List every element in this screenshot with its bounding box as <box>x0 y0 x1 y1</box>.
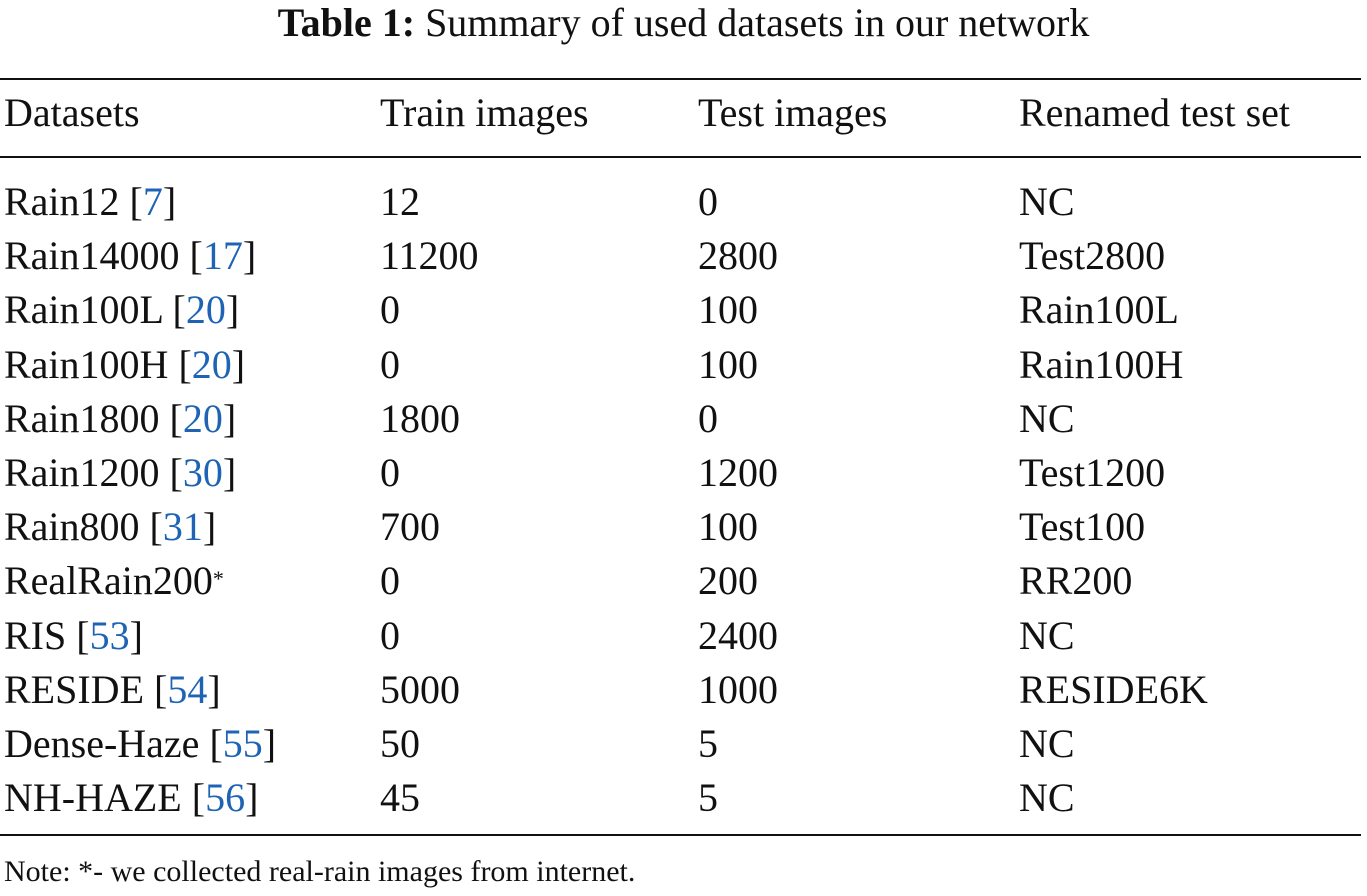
train-images-cell: 0 <box>380 450 400 495</box>
citation-link[interactable]: 30 <box>182 450 223 495</box>
renamed-test-set-cell: Rain100L <box>1019 287 1179 332</box>
renamed-test-set-cell: NC <box>1019 396 1075 441</box>
test-images-cell: 100 <box>698 342 758 387</box>
header-train-images: Train images <box>380 90 589 135</box>
dataset-name: Rain12 <box>4 179 120 224</box>
train-images-cell: 11200 <box>380 233 479 278</box>
dataset-name: RealRain200 <box>4 558 213 603</box>
dataset-name-cell: Rain1800 [20] <box>4 396 237 441</box>
table-caption-label: Table 1: <box>277 0 416 45</box>
renamed-test-set-cell: NC <box>1019 775 1075 820</box>
citation-link[interactable]: 20 <box>191 342 232 387</box>
dataset-name-cell: RealRain200* <box>4 554 224 608</box>
dataset-name: Rain100H <box>4 342 169 387</box>
test-images-cell: 1000 <box>698 667 778 712</box>
test-images-cell: 5 <box>698 775 718 820</box>
train-images-cell: 700 <box>380 504 440 549</box>
train-images-cell: 0 <box>380 287 400 332</box>
citation-link[interactable]: 56 <box>205 775 246 820</box>
dataset-name-cell: Rain100H [20] <box>4 342 246 387</box>
table-row: RIS [53] 0 2400 NC <box>0 609 1361 663</box>
test-images-cell: 0 <box>698 396 718 441</box>
test-images-cell: 0 <box>698 179 718 224</box>
dataset-name: Rain100L <box>4 287 163 332</box>
train-images-cell: 5000 <box>380 667 460 712</box>
table-row: Rain14000 [17] 11200 2800 Test2800 <box>0 229 1361 283</box>
table-top-rule <box>0 78 1361 80</box>
table-bottom-rule <box>0 834 1361 836</box>
renamed-test-set-cell: RESIDE6K <box>1019 667 1208 712</box>
test-images-cell: 2800 <box>698 233 778 278</box>
citation-link[interactable]: 54 <box>167 667 208 712</box>
renamed-test-set-cell: Test2800 <box>1019 233 1166 278</box>
citation-link[interactable]: 20 <box>182 396 223 441</box>
table-header-row: Datasets Train images Test images Rename… <box>0 86 1361 140</box>
train-images-cell: 45 <box>380 775 420 820</box>
header-renamed-test-set: Renamed test set <box>1019 90 1291 135</box>
table-row: RealRain200* 0 200 RR200 <box>0 554 1361 608</box>
renamed-test-set-cell: NC <box>1019 179 1075 224</box>
test-images-cell: 100 <box>698 287 758 332</box>
test-images-cell: 2400 <box>698 613 778 658</box>
dataset-name: Dense-Haze <box>4 721 200 766</box>
renamed-test-set-cell: NC <box>1019 721 1075 766</box>
table-row: Dense-Haze [55] 50 5 NC <box>0 717 1361 771</box>
renamed-test-set-cell: Test100 <box>1019 504 1146 549</box>
dataset-name-cell: RIS [53] <box>4 613 143 658</box>
table-header-rule <box>0 156 1361 158</box>
table-row: Rain1800 [20] 1800 0 NC <box>0 392 1361 446</box>
train-images-cell: 0 <box>380 342 400 387</box>
header-test-images: Test images <box>698 90 888 135</box>
citation-link[interactable]: 17 <box>202 233 243 278</box>
dataset-name-cell: RESIDE [54] <box>4 667 221 712</box>
test-images-cell: 200 <box>698 558 758 603</box>
dataset-name-cell: NH-HAZE [56] <box>4 775 259 820</box>
dataset-name-cell: Rain14000 [17] <box>4 233 257 278</box>
renamed-test-set-cell: NC <box>1019 613 1075 658</box>
test-images-cell: 5 <box>698 721 718 766</box>
table-note: Note: *- we collected real-rain images f… <box>4 855 636 888</box>
table-row: Rain12 [7] 12 0 NC <box>0 175 1361 229</box>
table-row: Rain100H [20] 0 100 Rain100H <box>0 338 1361 392</box>
dataset-name: Rain14000 <box>4 233 180 278</box>
dataset-name: Rain1800 <box>4 396 160 441</box>
dataset-name-cell: Rain800 [31] <box>4 504 217 549</box>
renamed-test-set-cell: Test1200 <box>1019 450 1166 495</box>
train-images-cell: 0 <box>380 613 400 658</box>
train-images-cell: 12 <box>380 179 420 224</box>
table-caption-text: Summary of used datasets in our network <box>425 0 1090 45</box>
dataset-name: NH-HAZE <box>4 775 182 820</box>
footnote-marker: * <box>212 566 224 591</box>
table-caption: Table 1: Summary of used datasets in our… <box>0 0 1367 46</box>
dataset-name-cell: Rain100L [20] <box>4 287 240 332</box>
table-row: Rain800 [31] 700 100 Test100 <box>0 500 1361 554</box>
citation-link[interactable]: 55 <box>222 721 263 766</box>
table-row: Rain100L [20] 0 100 Rain100L <box>0 283 1361 337</box>
dataset-name: Rain1200 <box>4 450 160 495</box>
dataset-name: Rain800 <box>4 504 140 549</box>
test-images-cell: 100 <box>698 504 758 549</box>
citation-link[interactable]: 53 <box>89 613 130 658</box>
dataset-name: RIS <box>4 613 67 658</box>
citation-link[interactable]: 20 <box>185 287 226 332</box>
table-row: NH-HAZE [56] 45 5 NC <box>0 771 1361 825</box>
dataset-name-cell: Rain1200 [30] <box>4 450 237 495</box>
table-row: Rain1200 [30] 0 1200 Test1200 <box>0 446 1361 500</box>
renamed-test-set-cell: Rain100H <box>1019 342 1184 387</box>
train-images-cell: 0 <box>380 558 400 603</box>
train-images-cell: 1800 <box>380 396 460 441</box>
train-images-cell: 50 <box>380 721 420 766</box>
renamed-test-set-cell: RR200 <box>1019 558 1133 603</box>
dataset-name-cell: Dense-Haze [55] <box>4 721 277 766</box>
dataset-name: RESIDE <box>4 667 144 712</box>
citation-link[interactable]: 31 <box>162 504 203 549</box>
header-datasets: Datasets <box>4 90 140 135</box>
test-images-cell: 1200 <box>698 450 778 495</box>
dataset-name-cell: Rain12 [7] <box>4 179 177 224</box>
table-row: RESIDE [54] 5000 1000 RESIDE6K <box>0 663 1361 717</box>
citation-link[interactable]: 7 <box>142 179 163 224</box>
